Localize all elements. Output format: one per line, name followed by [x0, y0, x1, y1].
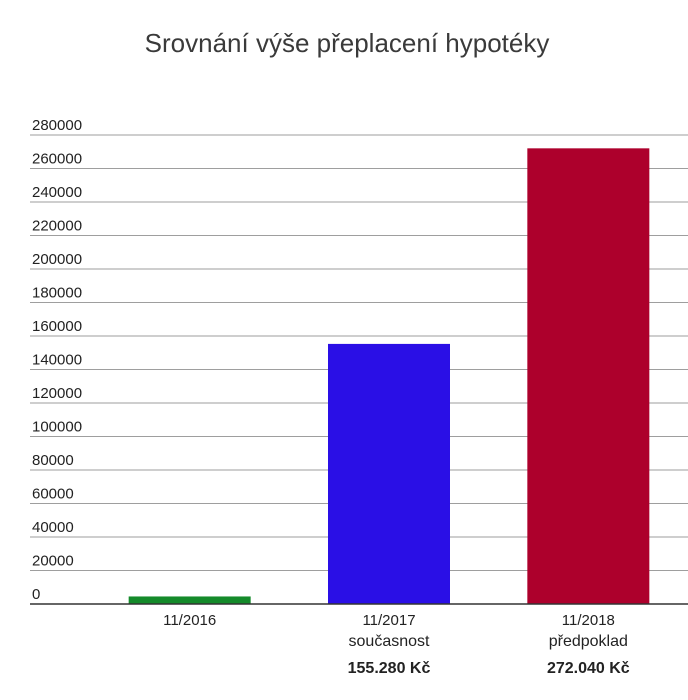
y-tick-label: 20000 [32, 553, 74, 570]
x-category-sublabel: předpoklad [549, 633, 628, 650]
y-tick-label: 100000 [32, 419, 82, 436]
y-tick-label: 240000 [32, 184, 82, 201]
y-tick-label: 200000 [32, 251, 82, 268]
y-tick-label: 180000 [32, 285, 82, 302]
bar-value-label: 155.280 Kč [348, 660, 431, 677]
y-tick-label: 0 [32, 586, 40, 603]
bar-11-2017 [328, 343, 450, 604]
y-tick-label: 220000 [32, 218, 82, 235]
y-tick-label: 140000 [32, 352, 82, 369]
bar-value-label: 272.040 Kč [547, 660, 630, 677]
y-tick-label: 160000 [32, 318, 82, 335]
y-tick-label: 280000 [32, 117, 82, 134]
bars [128, 148, 650, 604]
y-tick-label: 120000 [32, 385, 82, 402]
x-category-label: 11/2016 [163, 612, 216, 629]
y-tick-label: 260000 [32, 151, 82, 168]
chart-title: Srovnání výše přeplacení hypotéky [145, 28, 550, 58]
y-axis-tick-labels: 0 20000 40000 60000 80000 100000 120000 140000 1… [32, 117, 82, 603]
x-category-label: 11/2017 [362, 612, 415, 629]
y-tick-label: 40000 [32, 519, 74, 536]
y-tick-label: 80000 [32, 452, 74, 469]
x-category-sublabel: současnost [349, 633, 430, 650]
y-tick-label: 60000 [32, 486, 74, 503]
x-category-label: 11/2018 [562, 612, 615, 629]
bar-11-2018 [527, 148, 650, 604]
bar-11-2016 [128, 596, 251, 604]
x-axis-labels: 11/2016 11/2017 současnost 155.280 Kč 11/201… [163, 612, 630, 677]
